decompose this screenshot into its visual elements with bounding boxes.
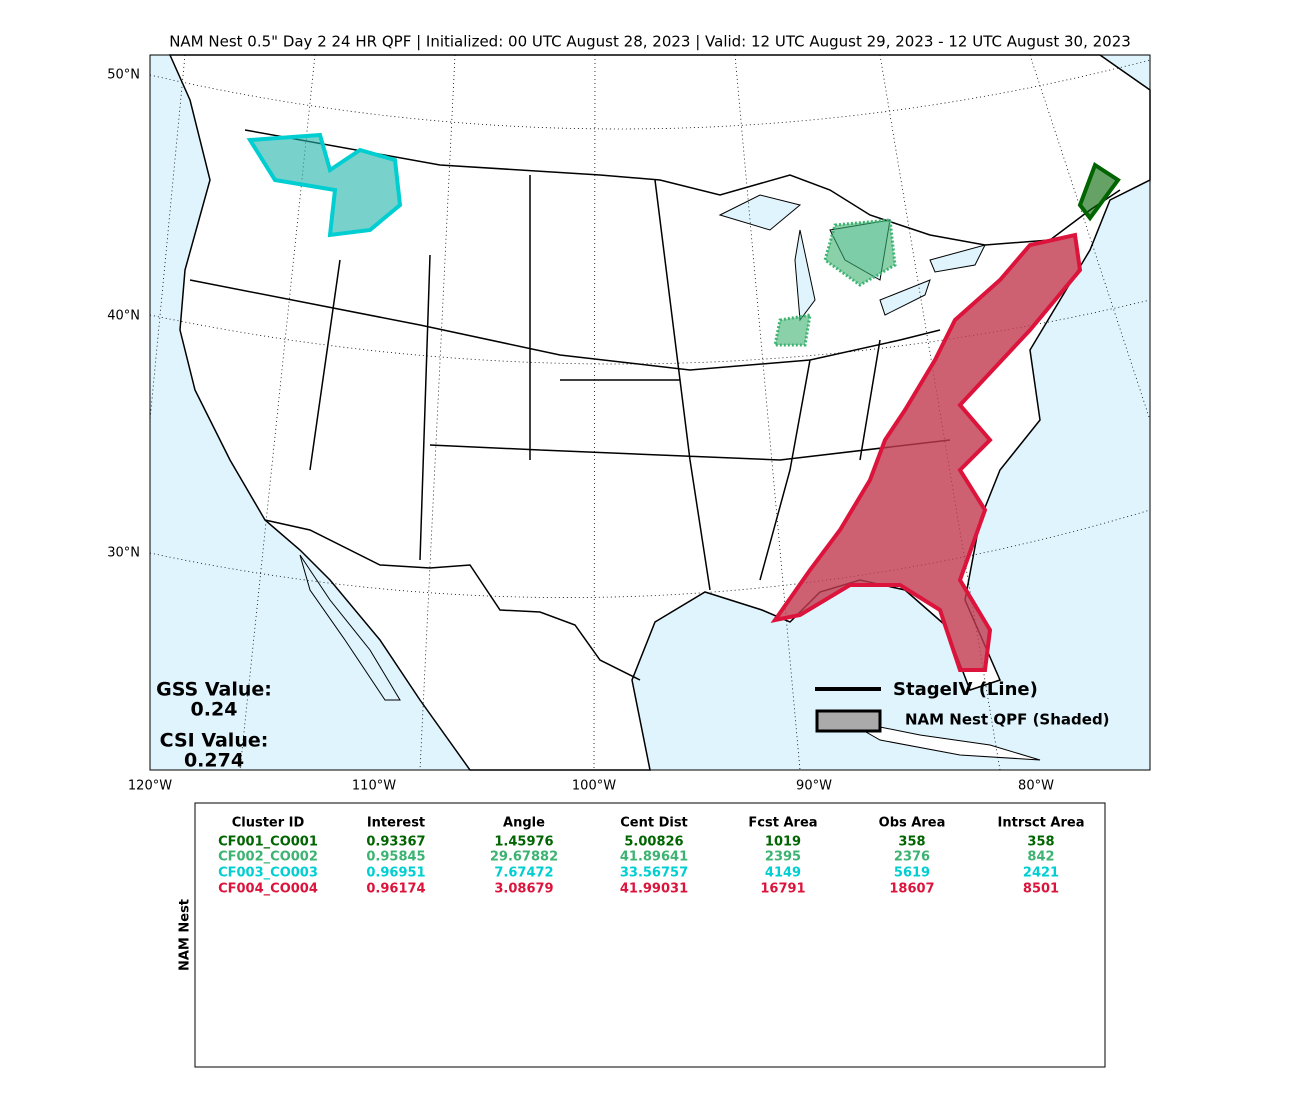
table-cell: 5.00826 [624,835,683,850]
table-cell: 41.99031 [620,882,688,897]
lat-label: 40°N [107,309,140,324]
legend-label: NAM Nest QPF (Shaded) [905,711,1110,729]
land [168,54,1151,771]
table-cells: Cluster ID Interest Angle Cent Dist Fcst Are… [218,816,1084,897]
lon-label: 80°W [1018,779,1054,794]
column-header: Interest [367,816,425,831]
table-cell: 358 [898,835,925,850]
table-cell: 0.95845 [366,850,425,865]
table-cell: 842 [1027,850,1054,865]
lon-label: 100°W [572,779,616,794]
lon-label: 90°W [796,779,832,794]
qpf-areas [246,132,1121,672]
table-cell: CF001_CO001 [218,835,318,850]
csi-label: CSI Value: [160,730,269,752]
table-cell: 33.56757 [620,866,688,881]
table-cell: 18607 [889,882,934,897]
table-cell: 41.89641 [620,850,688,865]
table-cell: 8501 [1023,882,1059,897]
gss-label: GSS Value: [156,679,272,701]
table-cell: 5619 [894,866,930,881]
map: 50°N 40°N 30°N 120°W 110°W 100°W 90°W 80°W GSS… [107,54,1151,794]
table-cell: 7.67472 [494,866,553,881]
table-cell: 358 [1027,835,1054,850]
title: NAM Nest 0.5" Day 2 24 HR QPF | Initiali… [169,33,1131,51]
column-header: Angle [503,816,545,831]
legend-swatch [815,709,882,733]
table-cell: CF004_CO004 [218,882,318,897]
table-cell: 0.96174 [366,882,425,897]
cluster-4 [770,232,1083,672]
gss-value: 0.24 [191,699,238,721]
csi-value: 0.274 [184,750,244,772]
table-cell: CF003_CO003 [218,866,318,881]
table-cell: CF002_CO002 [218,850,318,865]
lon-label: 110°W [352,779,396,794]
lon-labels: 120°W 110°W 100°W 90°W 80°W [128,779,1054,794]
column-header: Obs Area [879,816,946,831]
lat-labels: 50°N 40°N 30°N [107,68,140,561]
table-cell: 2395 [765,850,801,865]
table-cell: 4149 [765,866,801,881]
table-cell: 16791 [760,882,805,897]
table-cell: 1019 [765,835,801,850]
table-ylabel: NAM Nest [178,899,193,971]
graticule [149,54,1151,771]
column-header: Fcst Area [748,816,817,831]
table: NAM Nest Cluster ID Interest Angle Cent Dis… [178,802,1106,1068]
legend-label: StageIV (Line) [893,679,1038,700]
map-frame [149,54,1151,771]
table-cell: 3.08679 [494,882,553,897]
legend: StageIV (Line) NAM Nest QPF (Shaded) [815,679,1110,733]
cluster-3 [246,132,403,238]
scores: GSS Value: 0.24 CSI Value: 0.274 [156,679,272,772]
column-header: Cluster ID [232,816,305,831]
table-cell: 2421 [1023,866,1059,881]
table-cell: 0.93367 [366,835,425,850]
table-cell: 2376 [894,850,930,865]
lon-label: 120°W [128,779,172,794]
cluster-2 [773,218,897,347]
cluster-1 [1077,161,1121,222]
table-frame [194,802,1106,1068]
table-cell: 29.67882 [490,850,558,865]
cuba [844,719,1041,761]
column-header: Cent Dist [620,816,688,831]
lat-label: 50°N [107,68,140,83]
table-cell: 0.96951 [366,866,425,881]
gulf-california [299,554,401,701]
table-cell: 1.45976 [494,835,553,850]
lat-label: 30°N [107,546,140,561]
column-header: Intrsct Area [998,816,1085,831]
